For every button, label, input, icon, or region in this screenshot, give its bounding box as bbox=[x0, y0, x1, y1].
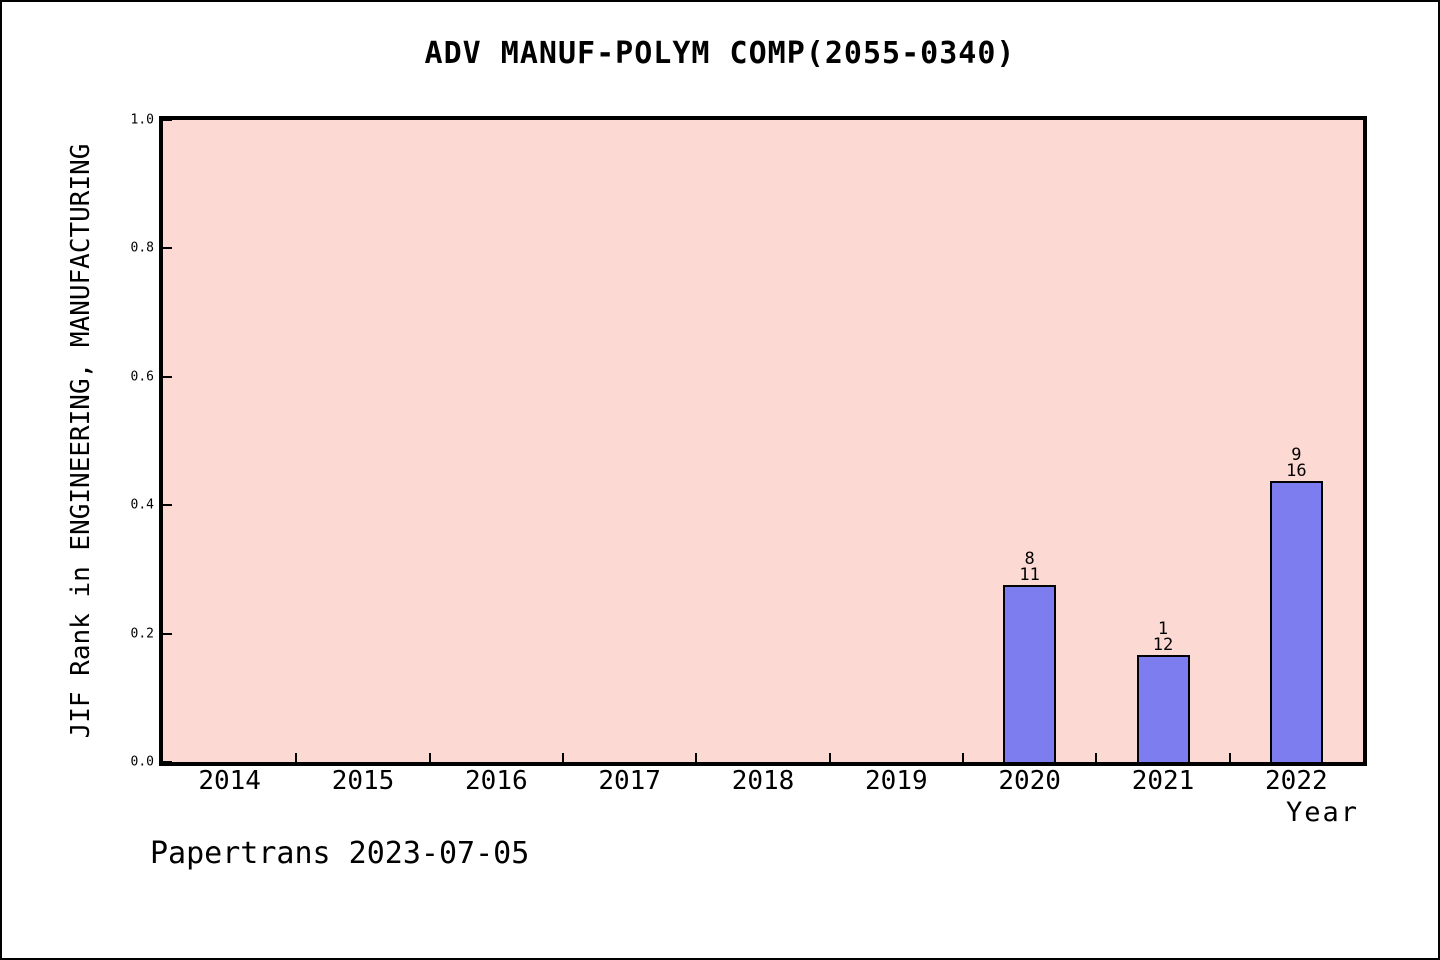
plot-area: 8 11 1 12 9 16 bbox=[159, 116, 1367, 766]
bar-value-label-2021: 1 12 bbox=[1152, 619, 1174, 655]
y-tick-label: 0.2 bbox=[130, 626, 154, 642]
y-tick-mark bbox=[163, 247, 172, 250]
x-tick-label: 2014 bbox=[198, 766, 261, 796]
y-tick-label: 0.6 bbox=[130, 369, 154, 385]
bar-2022 bbox=[1269, 481, 1323, 762]
x-tick-mark bbox=[962, 753, 964, 762]
y-tick-label: 0.8 bbox=[130, 240, 154, 256]
bar-value-label-2020: 8 11 bbox=[1019, 549, 1040, 585]
footer-text: Papertrans 2023-07-05 bbox=[150, 836, 530, 871]
x-tick-mark bbox=[828, 753, 831, 762]
x-tick-label: 2016 bbox=[465, 766, 528, 796]
y-tick-mark bbox=[163, 504, 172, 507]
x-tick-label: 2019 bbox=[865, 766, 928, 796]
x-tick-mark bbox=[1228, 753, 1231, 762]
y-tick-label: 0.0 bbox=[130, 754, 154, 770]
x-tick-label: 2015 bbox=[331, 766, 395, 796]
y-tick-label: 1.0 bbox=[130, 112, 154, 128]
bar-2020 bbox=[1003, 585, 1057, 762]
y-tick-label: 0.4 bbox=[130, 497, 154, 513]
plot-inner: 8 11 1 12 9 16 bbox=[163, 119, 1363, 763]
x-axis-label: Year bbox=[1285, 797, 1359, 828]
y-tick-mark bbox=[163, 632, 172, 635]
x-tick-mark bbox=[1095, 753, 1098, 762]
x-tick-mark bbox=[562, 753, 564, 762]
bar-2021 bbox=[1136, 655, 1190, 762]
x-tick-label: 2022 bbox=[1265, 766, 1328, 796]
x-tick-label: 2021 bbox=[1131, 766, 1195, 796]
y-tick-mark bbox=[163, 375, 172, 378]
x-tick-label: 2017 bbox=[598, 766, 661, 796]
chart-title: ADV MANUF-POLYM COMP(2055-0340) bbox=[424, 36, 1016, 71]
y-tick-mark bbox=[163, 761, 172, 763]
x-tick-mark bbox=[428, 753, 431, 762]
x-tick-mark bbox=[295, 753, 298, 762]
x-tick-label: 2020 bbox=[998, 766, 1061, 796]
x-tick-label: 2018 bbox=[731, 766, 795, 796]
y-axis-label: JIF Rank in ENGINEERING, MANUFACTURING bbox=[66, 143, 96, 739]
x-tick-mark bbox=[695, 753, 698, 762]
bar-value-label-2022: 9 16 bbox=[1286, 445, 1307, 481]
y-tick-mark bbox=[163, 119, 172, 121]
